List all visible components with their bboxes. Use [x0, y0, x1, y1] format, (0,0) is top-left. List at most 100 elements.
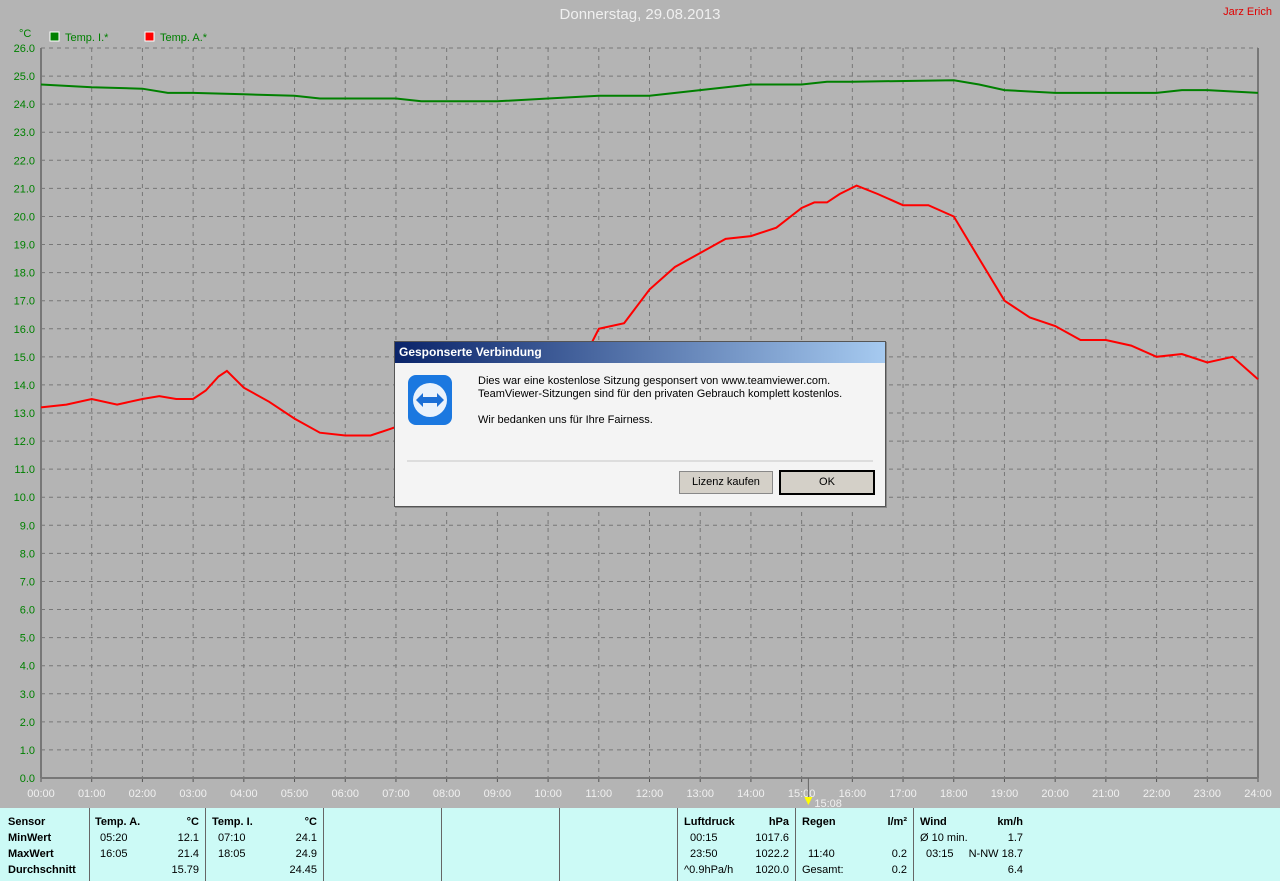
y-tick-label: 22.0	[14, 155, 35, 167]
rain-unit: l/m²	[887, 816, 907, 828]
dialog-separator	[407, 460, 873, 462]
pressure-unit: hPa	[768, 816, 789, 828]
max-label: MaxWert	[8, 848, 54, 860]
teamviewer-logo-icon	[408, 375, 452, 425]
empty-column	[324, 808, 442, 881]
min-label: MinWert	[8, 832, 52, 844]
pressure-min-time: 00:15	[690, 832, 718, 844]
y-tick-label: 21.0	[14, 183, 35, 195]
legend-label: Temp. I.*	[65, 32, 109, 44]
sensor-column: Sensor MinWert MaxWert Durchschnitt	[0, 808, 90, 881]
temp-a-max-time: 16:05	[100, 848, 128, 860]
legend-label: Temp. A.*	[160, 32, 208, 44]
legend-swatch	[144, 31, 155, 42]
x-tick-label: 20:00	[1041, 788, 1069, 800]
x-tick-label: 10:00	[534, 788, 562, 800]
y-tick-label: 5.0	[20, 633, 35, 645]
x-tick-label: 07:00	[382, 788, 410, 800]
y-tick-label: 17.0	[14, 296, 35, 308]
y-tick-label: 12.0	[14, 436, 35, 448]
dialog-message-line2: TeamViewer-Sitzungen sind für den privat…	[478, 388, 843, 400]
temp-a-column: Temp. A. °C 05:20 12.1 16:05 21.4 15.79	[89, 808, 206, 881]
wind-avg-label: Ø 10 min.	[920, 832, 968, 844]
x-tick-label: 17:00	[889, 788, 917, 800]
y-tick-label: 9.0	[20, 520, 35, 532]
temp-a-max-value: 21.4	[177, 848, 199, 860]
y-tick-label: 19.0	[14, 240, 35, 252]
x-tick-label: 06:00	[331, 788, 359, 800]
pressure-max-value: 1022.2	[755, 848, 789, 860]
empty-column	[560, 808, 678, 881]
y-tick-label: 8.0	[20, 548, 35, 560]
y-tick-label: 1.0	[20, 745, 35, 757]
rain-column: Regen l/m² 11:40 0.2 Gesamt: 0.2	[796, 808, 914, 881]
author-label: Jarz Erich	[1223, 6, 1272, 18]
series-line-temp-outside	[40, 184, 1259, 437]
temp-a-min-time: 05:20	[100, 832, 128, 844]
wind-max-time: 03:15	[926, 848, 954, 860]
pressure-column: Luftdruck hPa 00:15 1017.6 23:50 1022.2 ^0.…	[678, 808, 796, 881]
y-axis-unit: °C	[19, 28, 31, 40]
x-tick-label: 18:00	[940, 788, 968, 800]
wind-unit: km/h	[997, 816, 1023, 828]
y-tick-label: 10.0	[14, 492, 35, 504]
x-tick-label: 08:00	[433, 788, 461, 800]
dialog-message-line3: Wir bedanken uns für Ihre Fairness.	[478, 414, 653, 426]
temp-i-header: Temp. I.	[212, 816, 253, 828]
temp-a-avg: 15.79	[171, 864, 199, 876]
x-tick-label: 12:00	[636, 788, 664, 800]
x-tick-label: 16:00	[839, 788, 867, 800]
pressure-min-value: 1017.6	[755, 832, 789, 844]
y-tick-label: 0.0	[20, 773, 35, 785]
x-tick-label: 03:00	[179, 788, 207, 800]
x-tick-label: 01:00	[78, 788, 106, 800]
x-tick-label: 05:00	[281, 788, 309, 800]
pressure-current: 1020.0	[755, 864, 789, 876]
x-tick-label: 13:00	[686, 788, 714, 800]
y-tick-label: 2.0	[20, 717, 35, 729]
time-marker-arrow-icon	[804, 797, 813, 805]
legend-swatch	[49, 31, 60, 42]
x-tick-label: 21:00	[1092, 788, 1120, 800]
x-tick-label: 09:00	[484, 788, 512, 800]
chart-title: Donnerstag, 29.08.2013	[559, 6, 721, 23]
rain-total-label: Gesamt:	[802, 864, 844, 876]
x-tick-label: 04:00	[230, 788, 258, 800]
temp-a-unit: °C	[186, 816, 199, 828]
wind-header: Wind	[920, 816, 947, 828]
temp-i-unit: °C	[304, 816, 317, 828]
y-tick-label: 7.0	[20, 576, 35, 588]
y-tick-label: 24.0	[14, 99, 35, 111]
dialog-title: Gesponserte Verbindung	[395, 342, 885, 363]
y-tick-label: 15.0	[14, 352, 35, 364]
temp-a-min-value: 12.1	[177, 832, 199, 844]
y-tick-label: 16.0	[14, 324, 35, 336]
y-tick-label: 25.0	[14, 71, 35, 83]
x-tick-label: 02:00	[129, 788, 157, 800]
y-tick-label: 4.0	[20, 661, 35, 673]
x-tick-label: 23:00	[1194, 788, 1222, 800]
temp-i-max-value: 24.9	[295, 848, 317, 860]
rain-max-time: 11:40	[808, 848, 835, 860]
summary-panel: Sensor MinWert MaxWert Durchschnitt Temp…	[0, 808, 1280, 881]
sensor-header: Sensor	[8, 816, 46, 828]
x-tick-label: 14:00	[737, 788, 765, 800]
y-tick-label: 18.0	[14, 268, 35, 280]
rain-header: Regen	[802, 816, 836, 828]
pressure-header: Luftdruck	[684, 816, 735, 828]
temp-i-avg: 24.45	[289, 864, 317, 876]
ok-button[interactable]: OK	[779, 470, 875, 495]
empty-column	[442, 808, 560, 881]
wind-avg-value: 1.7	[1007, 832, 1023, 844]
temp-i-max-time: 18:05	[218, 848, 246, 860]
buy-license-button[interactable]: Lizenz kaufen	[679, 471, 773, 494]
y-tick-label: 6.0	[20, 605, 35, 617]
temp-i-min-time: 07:10	[218, 832, 246, 844]
x-tick-label: 00:00	[27, 788, 55, 800]
pressure-trend: ^0.9hPa/h	[684, 864, 734, 876]
wind-daily-value: 6.4	[1007, 864, 1023, 876]
x-tick-label: 11:00	[585, 788, 612, 800]
temp-i-column: Temp. I. °C 07:10 24.1 18:05 24.9 24.45	[206, 808, 324, 881]
series-line-temp-inside	[40, 79, 1259, 103]
pressure-max-time: 23:50	[690, 848, 718, 860]
